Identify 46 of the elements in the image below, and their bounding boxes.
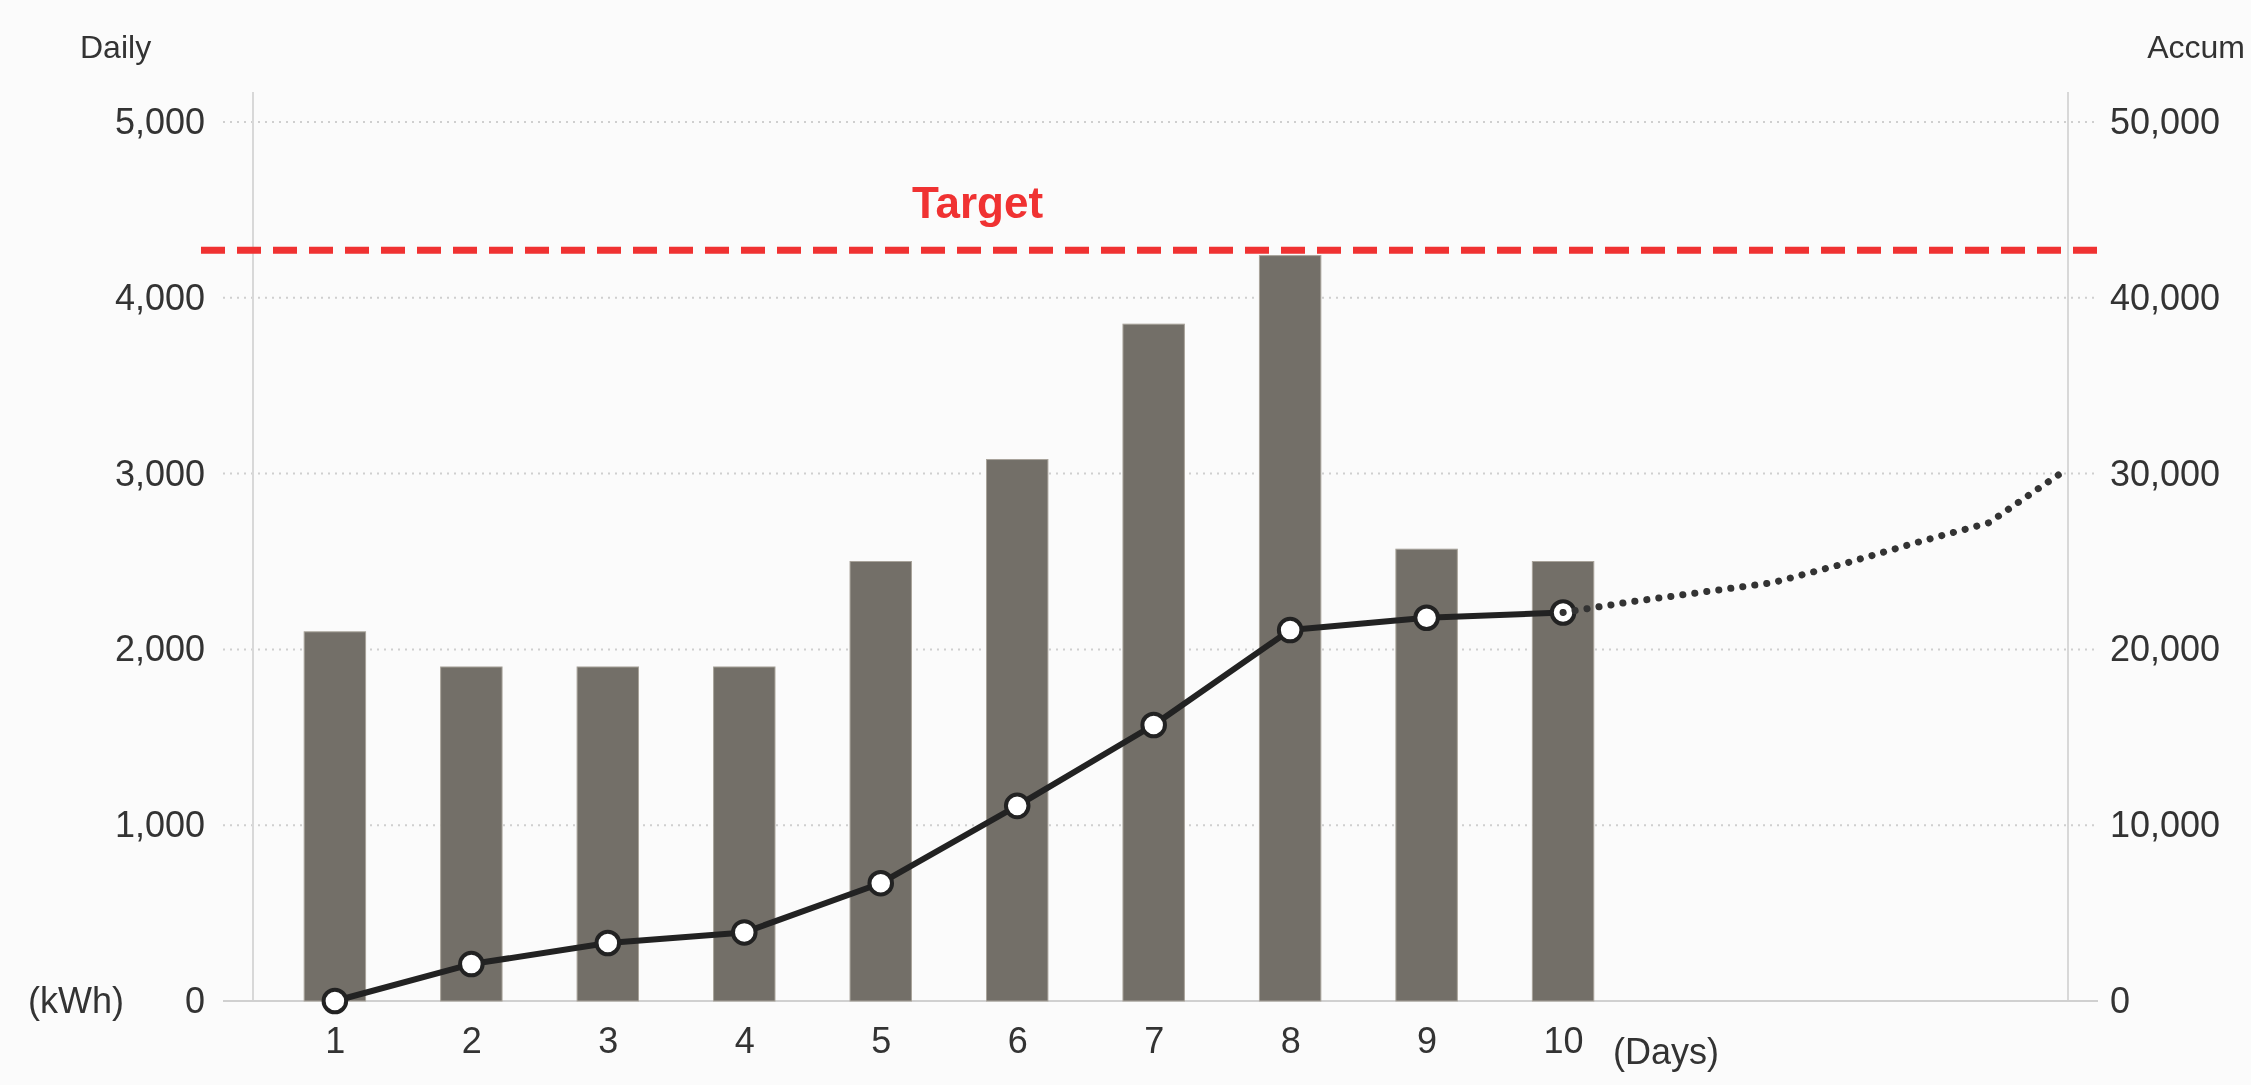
- x-tick-label: 6: [1007, 1019, 1028, 1061]
- y2-tick-label: 0: [2110, 980, 2131, 1022]
- bar: [303, 631, 367, 1002]
- y-tick-label: 2,000: [114, 628, 205, 670]
- bar: [1395, 548, 1458, 1002]
- y2-tick-label: 50,000: [2110, 101, 2221, 143]
- y2-axis-title: Accum: [2147, 29, 2245, 65]
- bar: [576, 666, 640, 1002]
- x-tick-label: 2: [461, 1019, 482, 1061]
- x-axis-title: (Days): [1613, 1031, 1720, 1072]
- ref-line-label: Target: [911, 178, 1044, 228]
- x-tick-label: 9: [1417, 1019, 1438, 1061]
- point: [321, 987, 349, 1015]
- y-axis-title: Daily: [80, 29, 152, 65]
- point: [1140, 711, 1167, 739]
- x-tick-label: 4: [734, 1019, 755, 1061]
- y2-tick-label: 40,000: [2110, 276, 2221, 318]
- bar: [1122, 323, 1185, 1002]
- x-tick-label: 1: [325, 1019, 346, 1061]
- y-tick-label: 0: [184, 980, 205, 1022]
- x-tick-label: 8: [1280, 1019, 1301, 1061]
- y2-tick-label: 20,000: [2110, 628, 2221, 670]
- bar: [1531, 561, 1595, 1002]
- bar: [713, 666, 776, 1002]
- point: [594, 929, 622, 957]
- bar: [986, 459, 1049, 1002]
- y-tick-label: 1,000: [114, 804, 205, 846]
- point: [1413, 604, 1440, 632]
- x-tick-label: 10: [1543, 1019, 1584, 1061]
- y-tick-label: 3,000: [114, 452, 205, 494]
- y-tick-label: 4,000: [114, 276, 205, 318]
- text: (kWh): [28, 980, 124, 1021]
- point: [867, 869, 895, 897]
- bar: [440, 666, 503, 1002]
- point: [458, 950, 485, 978]
- point: [730, 919, 758, 946]
- bar: [1258, 255, 1322, 1002]
- y-tick-label: 5,000: [114, 101, 205, 143]
- x-tick-label: 7: [1144, 1019, 1165, 1061]
- x-tick-label: 3: [598, 1019, 619, 1061]
- point: [1276, 616, 1304, 644]
- y2-tick-label: 30,000: [2110, 452, 2221, 494]
- x-tick-label: 5: [871, 1019, 892, 1061]
- bar: [849, 561, 912, 1002]
- y2-tick-label: 10,000: [2110, 804, 2221, 846]
- point: [1003, 792, 1031, 820]
